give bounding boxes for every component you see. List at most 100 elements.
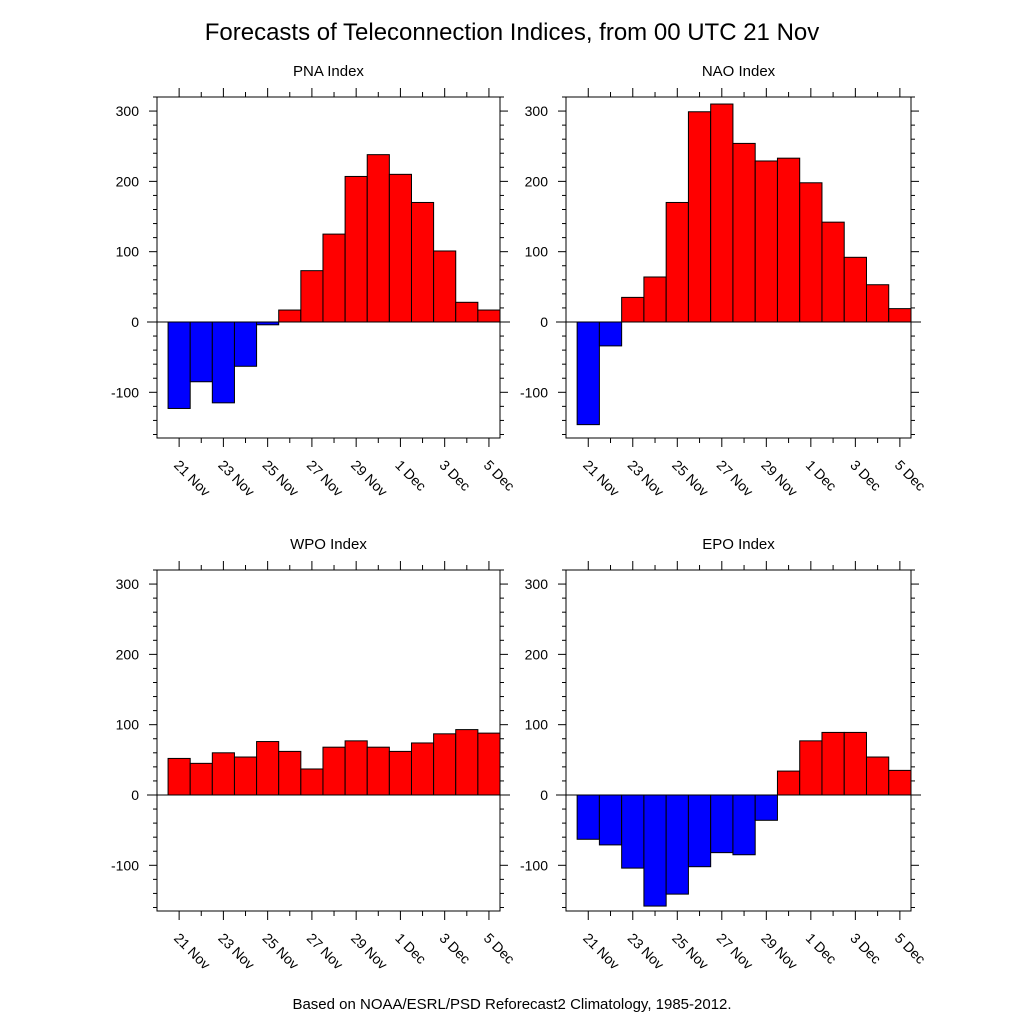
bar xyxy=(776,157,801,323)
y-tick-label: -100 xyxy=(520,857,548,873)
plot-frame xyxy=(565,96,912,439)
y-tick-label: 200 xyxy=(525,646,549,662)
bar xyxy=(322,233,346,323)
bar xyxy=(433,733,457,796)
bar xyxy=(621,296,645,323)
y-tick-label: -100 xyxy=(111,857,139,873)
bar xyxy=(477,309,501,323)
bar xyxy=(888,308,912,323)
x-tick-label: 27 Nov xyxy=(714,457,757,500)
y-tick-label: 300 xyxy=(116,103,140,119)
bar xyxy=(256,741,280,796)
x-tick-label: 5 Dec xyxy=(481,930,518,967)
x-tick-label: 27 Nov xyxy=(714,930,757,973)
x-tick-label: 3 Dec xyxy=(437,457,474,494)
y-tick-label: 0 xyxy=(540,314,548,330)
x-tick-label: 1 Dec xyxy=(803,457,840,494)
bar xyxy=(643,794,667,907)
bar xyxy=(233,756,258,796)
bar xyxy=(799,182,823,323)
main-title: Forecasts of Teleconnection Indices, fro… xyxy=(205,19,820,46)
bar xyxy=(821,731,845,796)
bar xyxy=(799,740,823,796)
x-tick-label: 25 Nov xyxy=(669,457,712,500)
bar xyxy=(843,256,867,323)
bar xyxy=(710,103,734,323)
bar xyxy=(388,173,412,323)
bar xyxy=(621,794,645,869)
bar xyxy=(598,794,623,846)
bar xyxy=(322,746,346,796)
y-tick-label: 100 xyxy=(116,244,140,260)
bar xyxy=(710,794,734,854)
x-tick-label: 21 Nov xyxy=(580,930,623,973)
bar xyxy=(300,270,324,323)
bar xyxy=(344,740,368,796)
bar xyxy=(776,770,801,796)
bar xyxy=(344,175,368,323)
bar xyxy=(754,160,778,323)
plot-frame xyxy=(156,96,501,439)
bar xyxy=(211,752,235,796)
x-tick-label: 29 Nov xyxy=(348,457,391,500)
bar xyxy=(300,768,324,796)
x-tick-label: 23 Nov xyxy=(215,457,258,500)
y-tick-label: 300 xyxy=(116,576,140,592)
bar xyxy=(576,321,600,426)
x-tick-label: 29 Nov xyxy=(758,457,801,500)
bar xyxy=(754,794,778,821)
bar xyxy=(732,142,756,323)
y-tick-label: 200 xyxy=(116,173,140,189)
x-tick-label: 1 Dec xyxy=(803,930,840,967)
bar xyxy=(167,757,191,796)
bar xyxy=(821,221,845,323)
x-tick-label: 3 Dec xyxy=(847,930,884,967)
panel-title: WPO Index xyxy=(290,536,367,553)
x-tick-label: 21 Nov xyxy=(171,457,214,500)
x-tick-label: 5 Dec xyxy=(892,457,929,494)
x-tick-label: 5 Dec xyxy=(892,930,929,967)
x-tick-label: 27 Nov xyxy=(304,930,347,973)
x-tick-label: 25 Nov xyxy=(260,930,303,973)
x-tick-label: 3 Dec xyxy=(847,457,884,494)
y-tick-label: 100 xyxy=(116,717,140,733)
bar xyxy=(167,321,191,409)
panel-4: EPO Index 300 200 100 0 -100 21 Nov 23 Nov 25 No… xyxy=(520,536,929,972)
y-tick-label: 200 xyxy=(116,646,140,662)
plot-frame xyxy=(156,569,501,912)
bar xyxy=(366,154,390,323)
x-tick-label: 29 Nov xyxy=(758,930,801,973)
x-tick-label: 29 Nov xyxy=(348,930,391,973)
bar xyxy=(433,250,457,323)
bar xyxy=(366,746,390,796)
bar xyxy=(665,201,689,323)
x-tick-label: 25 Nov xyxy=(669,930,712,973)
panel-title: PNA Index xyxy=(293,63,364,80)
x-tick-label: 21 Nov xyxy=(580,457,623,500)
panel-3: WPO Index 300 200 100 0 -100 21 Nov 23 Nov 25 No… xyxy=(111,536,518,972)
y-tick-label: 0 xyxy=(131,787,139,803)
panel-title: NAO Index xyxy=(702,63,776,80)
y-tick-label: 100 xyxy=(525,244,549,260)
bar xyxy=(865,284,890,323)
bar xyxy=(410,201,435,323)
y-tick-label: 0 xyxy=(540,787,548,803)
bar xyxy=(888,769,912,796)
x-tick-label: 23 Nov xyxy=(215,930,258,973)
y-tick-label: 300 xyxy=(525,103,549,119)
bar xyxy=(388,750,412,796)
bar xyxy=(278,309,302,323)
panel-2: NAO Index 300 200 100 0 -100 21 Nov 23 Nov 25 No… xyxy=(520,63,929,499)
y-tick-label: -100 xyxy=(111,384,139,400)
y-tick-label: 300 xyxy=(525,576,549,592)
bar xyxy=(843,731,867,796)
bar xyxy=(211,321,235,404)
x-tick-label: 25 Nov xyxy=(260,457,303,500)
bar xyxy=(477,732,501,796)
bar xyxy=(455,729,479,796)
panel-title: EPO Index xyxy=(702,536,775,553)
y-tick-label: 100 xyxy=(525,717,549,733)
x-tick-label: 1 Dec xyxy=(392,457,429,494)
